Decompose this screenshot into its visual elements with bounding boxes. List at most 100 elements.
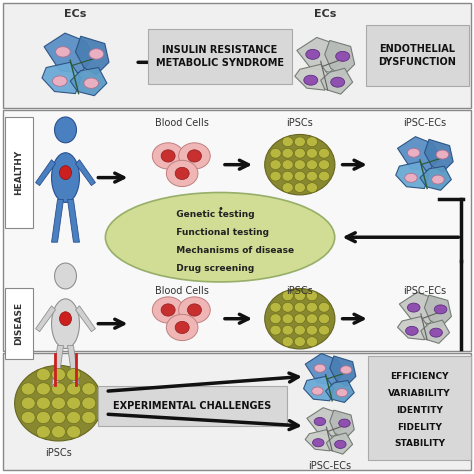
Ellipse shape (294, 160, 305, 170)
Text: •: • (217, 204, 223, 214)
Ellipse shape (282, 160, 293, 170)
Ellipse shape (52, 383, 65, 395)
Text: Drug screening: Drug screening (170, 264, 255, 273)
Polygon shape (303, 376, 334, 401)
Ellipse shape (294, 337, 305, 346)
Polygon shape (420, 166, 451, 191)
Ellipse shape (306, 337, 318, 346)
Polygon shape (398, 137, 441, 171)
Ellipse shape (187, 304, 201, 316)
Text: iPSCs: iPSCs (286, 286, 313, 296)
Ellipse shape (52, 368, 65, 381)
Ellipse shape (175, 167, 189, 180)
Ellipse shape (161, 150, 175, 162)
Polygon shape (399, 292, 442, 324)
Ellipse shape (294, 171, 305, 181)
Text: Blood Cells: Blood Cells (155, 286, 209, 296)
FancyBboxPatch shape (5, 288, 33, 359)
Ellipse shape (336, 51, 350, 61)
Text: VARIABILITY: VARIABILITY (388, 389, 451, 398)
Ellipse shape (312, 387, 323, 395)
Polygon shape (70, 67, 107, 96)
Ellipse shape (306, 137, 318, 147)
Ellipse shape (407, 148, 420, 157)
Ellipse shape (60, 312, 72, 326)
Ellipse shape (294, 325, 305, 335)
Ellipse shape (430, 328, 442, 337)
Polygon shape (42, 62, 81, 94)
Text: ENDOTHELIAL
DYSFUNCTION: ENDOTHELIAL DYSFUNCTION (379, 44, 456, 67)
Ellipse shape (270, 325, 281, 335)
Ellipse shape (319, 148, 329, 158)
Ellipse shape (336, 389, 348, 397)
Ellipse shape (306, 325, 318, 335)
Ellipse shape (319, 302, 329, 312)
Ellipse shape (67, 397, 81, 410)
Ellipse shape (339, 419, 350, 427)
FancyBboxPatch shape (3, 110, 471, 351)
Ellipse shape (294, 182, 305, 192)
Ellipse shape (270, 160, 281, 170)
Ellipse shape (21, 397, 35, 410)
Ellipse shape (21, 411, 35, 424)
Polygon shape (305, 429, 335, 451)
FancyBboxPatch shape (99, 386, 287, 426)
Text: EXPERIMENTAL CHALLENGES: EXPERIMENTAL CHALLENGES (113, 401, 271, 411)
Polygon shape (44, 33, 94, 73)
Ellipse shape (52, 426, 65, 438)
Text: Mechanisms of disease: Mechanisms of disease (170, 246, 294, 255)
Ellipse shape (67, 411, 81, 424)
Text: iPSC-ECs: iPSC-ECs (403, 286, 446, 296)
Ellipse shape (282, 148, 293, 158)
Ellipse shape (55, 263, 76, 289)
Ellipse shape (306, 182, 318, 192)
Ellipse shape (36, 383, 50, 395)
Ellipse shape (52, 411, 65, 424)
Ellipse shape (52, 153, 80, 202)
Polygon shape (297, 37, 345, 72)
Polygon shape (67, 200, 80, 242)
Ellipse shape (82, 397, 96, 410)
Ellipse shape (306, 49, 320, 59)
Text: HEALTHY: HEALTHY (14, 150, 23, 195)
Ellipse shape (270, 302, 281, 312)
Ellipse shape (36, 368, 50, 381)
Ellipse shape (55, 117, 76, 143)
Polygon shape (305, 354, 345, 384)
Ellipse shape (187, 150, 201, 162)
Ellipse shape (294, 137, 305, 147)
Ellipse shape (89, 49, 104, 59)
Ellipse shape (270, 171, 281, 181)
Polygon shape (307, 408, 346, 436)
Ellipse shape (436, 150, 449, 159)
FancyBboxPatch shape (5, 117, 33, 228)
Ellipse shape (282, 291, 293, 301)
FancyBboxPatch shape (148, 28, 292, 84)
Ellipse shape (294, 302, 305, 312)
Ellipse shape (304, 75, 318, 85)
Ellipse shape (306, 148, 318, 158)
Ellipse shape (306, 171, 318, 181)
Ellipse shape (82, 383, 96, 395)
Ellipse shape (67, 426, 81, 438)
FancyBboxPatch shape (365, 25, 469, 86)
Ellipse shape (82, 411, 96, 424)
Ellipse shape (406, 327, 418, 335)
Ellipse shape (282, 314, 293, 324)
Polygon shape (330, 410, 354, 439)
Ellipse shape (179, 143, 210, 169)
Ellipse shape (282, 302, 293, 312)
Ellipse shape (264, 289, 335, 349)
Ellipse shape (52, 299, 80, 348)
Ellipse shape (294, 291, 305, 301)
Polygon shape (67, 346, 80, 388)
Text: iPSC-ECs: iPSC-ECs (403, 118, 446, 128)
Ellipse shape (282, 325, 293, 335)
Ellipse shape (67, 368, 81, 381)
Ellipse shape (306, 160, 318, 170)
Ellipse shape (166, 160, 198, 187)
Ellipse shape (282, 182, 293, 192)
Ellipse shape (319, 314, 329, 324)
Polygon shape (36, 160, 55, 185)
Text: Genetic testing: Genetic testing (170, 210, 255, 219)
